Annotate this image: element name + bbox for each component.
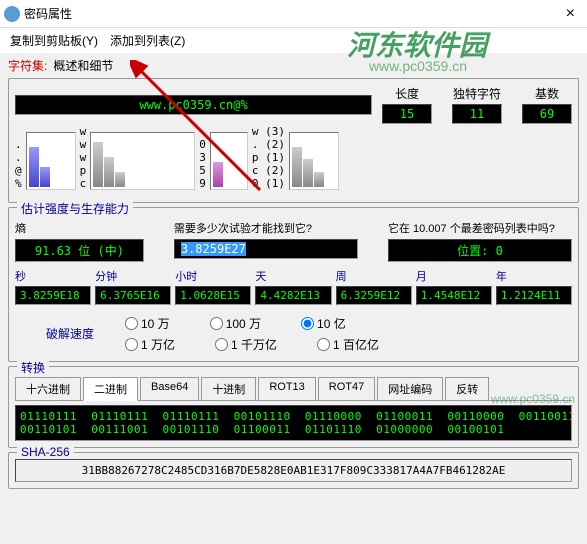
window-title: 密码属性 <box>24 5 558 22</box>
unique-label: 独特字符 <box>452 85 502 102</box>
watermark-url: www.pc0359.cn <box>369 58 467 74</box>
speed-opt-2[interactable]: 100 万 <box>210 315 261 332</box>
summary-fieldset: www.pc0359.cn@% 长度 15 独特字符 11 基数 69 . . … <box>8 78 579 203</box>
time-grid: 秒 3.8259E18 分钟 6.3765E16 小时 1.0628E15 天 4.42… <box>15 268 572 305</box>
min-value: 6.3765E16 <box>95 286 171 305</box>
charset-label: 字符集: <box>8 57 47 74</box>
month-value: 1.4548E12 <box>416 286 492 305</box>
close-button[interactable]: × <box>558 5 583 23</box>
base-label: 基数 <box>522 85 572 102</box>
convert-fieldset: 转换 十六进制二进制Base64十进制ROT13ROT47网址编码反转 0111… <box>8 366 579 448</box>
histo-labels-3: 0 3 5 9 <box>199 138 206 190</box>
histogram-row: . . @ % w w w p c 0 3 5 9 w (3) . (2) p … <box>15 130 572 190</box>
tab-ROT47[interactable]: ROT47 <box>318 377 375 400</box>
sec-label: 秒 <box>15 268 91 284</box>
length-value: 15 <box>382 104 432 124</box>
sec-value: 3.8259E18 <box>15 286 91 305</box>
speed-opt-3[interactable]: 10 亿 <box>301 315 346 332</box>
binary-output: 01110111 01110111 01110111 00101110 0111… <box>15 405 572 441</box>
day-value: 4.4282E13 <box>255 286 331 305</box>
tab-网址编码[interactable]: 网址编码 <box>377 377 443 400</box>
sha-fieldset: SHA-256 31BB88267278C2485CD316B7DE5828E0… <box>8 452 579 489</box>
histo-box-3 <box>210 132 248 190</box>
unique-value: 11 <box>452 104 502 124</box>
week-label: 周 <box>336 268 412 284</box>
length-label: 长度 <box>382 85 432 102</box>
year-label: 年 <box>496 268 572 284</box>
hour-label: 小时 <box>175 268 251 284</box>
trials-value: 3.8259E27 <box>174 239 358 259</box>
tab-十进制[interactable]: 十进制 <box>201 377 256 400</box>
week-value: 6.3259E12 <box>336 286 412 305</box>
speed-opt-6[interactable]: 1 百亿亿 <box>317 336 379 353</box>
tab-十六进制[interactable]: 十六进制 <box>15 377 81 400</box>
tab-ROT13[interactable]: ROT13 <box>258 377 315 400</box>
speed-opt-1[interactable]: 10 万 <box>125 315 170 332</box>
histo-labels-4: w (3) . (2) p (1) c (2) 0 (1) <box>252 125 285 190</box>
month-label: 月 <box>416 268 492 284</box>
menubar: 复制到剪贴板(Y) 添加到列表(Z) <box>0 28 587 53</box>
hour-value: 1.0628E15 <box>175 286 251 305</box>
charset-value: 概述和细节 <box>53 57 113 74</box>
worst-label: 它在 10.007 个最差密码列表中吗? <box>388 220 572 236</box>
min-label: 分钟 <box>95 268 171 284</box>
password-display: www.pc0359.cn@% <box>15 95 372 115</box>
sha-value: 31BB88267278C2485CD316B7DE5828E0AB1E317F… <box>15 459 572 482</box>
menu-copy[interactable]: 复制到剪贴板(Y) <box>6 30 102 51</box>
strength-title: 估计强度与生存能力 <box>17 200 133 217</box>
histo-box-4 <box>289 132 339 190</box>
menu-add[interactable]: 添加到列表(Z) <box>106 30 189 51</box>
year-value: 1.2124E11 <box>496 286 572 305</box>
convert-title: 转换 <box>17 359 49 376</box>
histo-labels-2: w w w p c <box>80 125 87 190</box>
base-value: 69 <box>522 104 572 124</box>
convert-tabs: 十六进制二进制Base64十进制ROT13ROT47网址编码反转 <box>15 377 572 401</box>
speed-label: 破解速度 <box>15 325 125 342</box>
worst-value: 位置: 0 <box>388 239 572 262</box>
tab-Base64[interactable]: Base64 <box>140 377 199 400</box>
tab-二进制[interactable]: 二进制 <box>83 377 138 401</box>
watermark-url-2: www.pc0359.cn <box>491 392 575 406</box>
charset-row: 字符集: 概述和细节 <box>8 57 579 74</box>
histo-box-1 <box>26 132 76 190</box>
trials-label: 需要多少次试验才能找到它? <box>174 220 358 236</box>
day-label: 天 <box>255 268 331 284</box>
entropy-value: 91.63 位 (中) <box>15 239 144 262</box>
titlebar: 密码属性 × <box>0 0 587 28</box>
histo-labels-1: . . @ % <box>15 138 22 190</box>
entropy-label: 熵 <box>15 220 144 236</box>
strength-fieldset: 估计强度与生存能力 熵 91.63 位 (中) 需要多少次试验才能找到它? 3.… <box>8 207 579 362</box>
histo-box-2 <box>90 132 195 190</box>
speed-opt-4[interactable]: 1 万亿 <box>125 336 175 353</box>
tab-反转[interactable]: 反转 <box>445 377 489 400</box>
sha-title: SHA-256 <box>17 445 74 459</box>
app-icon <box>4 6 20 22</box>
speed-opt-5[interactable]: 1 千万亿 <box>215 336 277 353</box>
